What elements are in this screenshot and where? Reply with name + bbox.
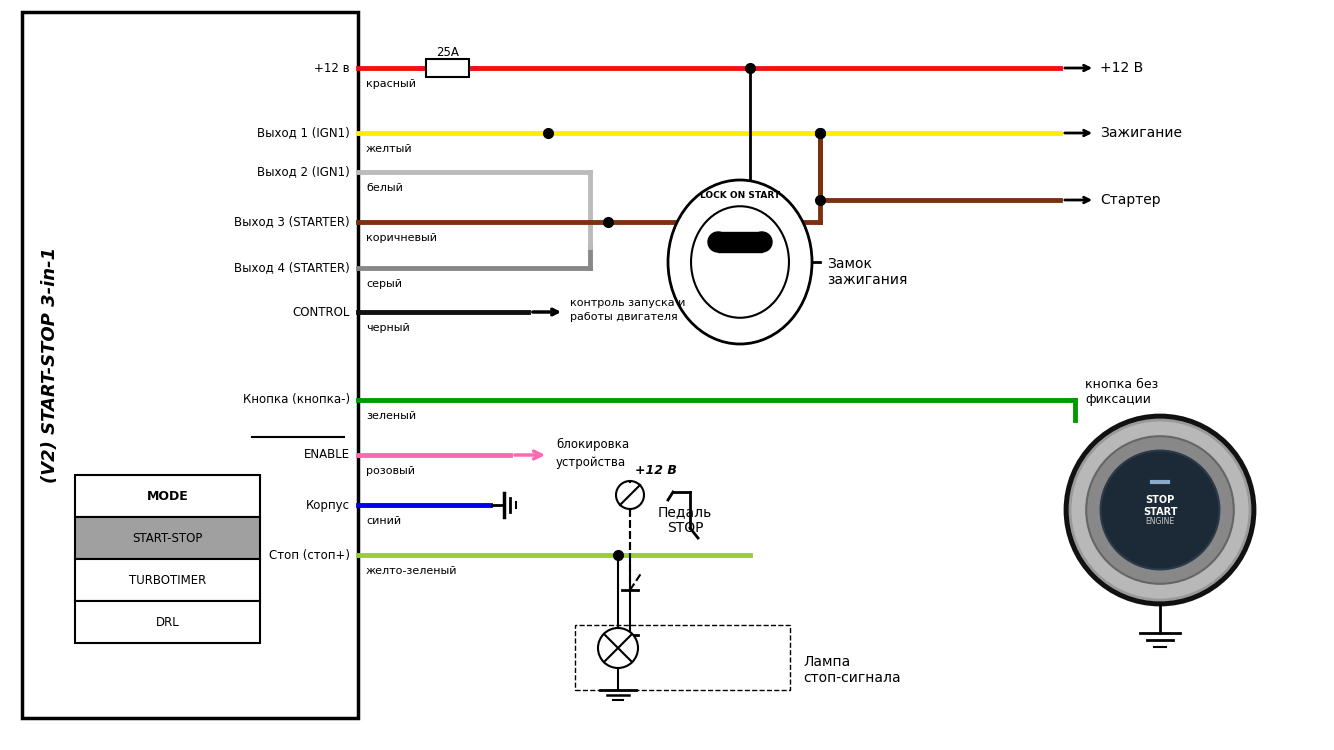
Text: Выход 3 (STARTER): Выход 3 (STARTER) (235, 215, 350, 229)
Text: черный: черный (366, 323, 410, 333)
Bar (75, 517, 260, 559)
Text: Стартер: Стартер (1101, 193, 1161, 207)
Bar (426, 59, 470, 77)
Text: Выход 2 (IGN1): Выход 2 (IGN1) (257, 166, 350, 178)
Text: кнопка без
фиксации: кнопка без фиксации (1085, 378, 1158, 406)
Bar (75, 475, 260, 517)
Text: зеленый: зеленый (366, 411, 416, 421)
Text: Выход 4 (STARTER): Выход 4 (STARTER) (235, 262, 350, 274)
Text: CONTROL: CONTROL (292, 305, 350, 319)
Text: Зажигание: Зажигание (1101, 126, 1182, 140)
Text: 25A: 25A (436, 46, 459, 58)
Text: Кнопка (кнопка-): Кнопка (кнопка-) (243, 394, 350, 406)
Text: MODE: MODE (147, 490, 188, 502)
Text: +12 В: +12 В (1101, 61, 1143, 75)
Text: STOP: STOP (1146, 495, 1175, 505)
Bar (718, 232, 762, 252)
Text: блокировка
устройства: блокировка устройства (556, 437, 630, 469)
Text: желто-зеленый: желто-зеленый (366, 566, 458, 576)
Bar (21, 12, 358, 718)
Text: коричневый: коричневый (366, 233, 438, 243)
Circle shape (1101, 451, 1219, 569)
Circle shape (1065, 415, 1255, 605)
Text: +12 В: +12 В (635, 464, 676, 476)
Text: DRL: DRL (156, 616, 179, 628)
Text: контроль запуска и
работы двигателя: контроль запуска и работы двигателя (570, 298, 686, 322)
Text: белый: белый (366, 183, 403, 193)
Text: ENGINE: ENGINE (1146, 518, 1174, 526)
Ellipse shape (668, 180, 812, 344)
Text: (V2) START-STOP 3-in-1: (V2) START-STOP 3-in-1 (41, 247, 59, 483)
Text: Выход 1 (IGN1): Выход 1 (IGN1) (257, 127, 350, 140)
Bar (575, 625, 790, 690)
Text: Лампа
стоп-сигнала: Лампа стоп-сигнала (803, 655, 900, 685)
Text: серый: серый (366, 279, 402, 289)
Text: START-STOP: START-STOP (132, 532, 203, 544)
Bar (75, 601, 260, 643)
Text: Стоп (стоп+): Стоп (стоп+) (269, 548, 350, 562)
Text: желтый: желтый (366, 144, 412, 154)
Text: ENABLE: ENABLE (304, 448, 350, 461)
Ellipse shape (691, 206, 788, 318)
Text: Замок
зажигания: Замок зажигания (827, 257, 907, 287)
Circle shape (598, 628, 638, 668)
Circle shape (1070, 420, 1250, 600)
Text: Педаль
STOP: Педаль STOP (658, 505, 712, 535)
Text: +12 в: +12 в (315, 62, 350, 74)
Circle shape (1086, 436, 1234, 584)
Text: TURBOTIMER: TURBOTIMER (129, 574, 207, 586)
Text: синий: синий (366, 516, 402, 526)
Text: Корпус: Корпус (305, 499, 350, 512)
Text: розовый: розовый (366, 466, 415, 476)
Text: START: START (1143, 507, 1177, 517)
Text: красный: красный (366, 79, 416, 89)
Circle shape (752, 232, 772, 252)
Text: LOCK ON START: LOCK ON START (700, 190, 780, 200)
Circle shape (708, 232, 728, 252)
Bar (75, 559, 260, 601)
